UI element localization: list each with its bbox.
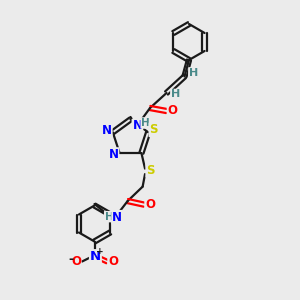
Text: O: O [145, 198, 155, 211]
Text: H: H [105, 212, 113, 222]
Text: S: S [149, 123, 158, 136]
Text: O: O [167, 104, 178, 118]
Text: H: H [141, 118, 150, 128]
Text: N: N [90, 250, 101, 263]
Text: S: S [146, 164, 155, 177]
Text: N: N [132, 119, 142, 133]
Text: N: N [112, 211, 122, 224]
Text: H: H [189, 68, 198, 78]
Text: -: - [68, 253, 73, 266]
Text: O: O [108, 255, 118, 268]
Text: N: N [109, 148, 118, 161]
Text: +: + [96, 247, 104, 256]
Text: N: N [102, 124, 112, 137]
Text: H: H [171, 89, 180, 100]
Text: O: O [71, 255, 81, 268]
